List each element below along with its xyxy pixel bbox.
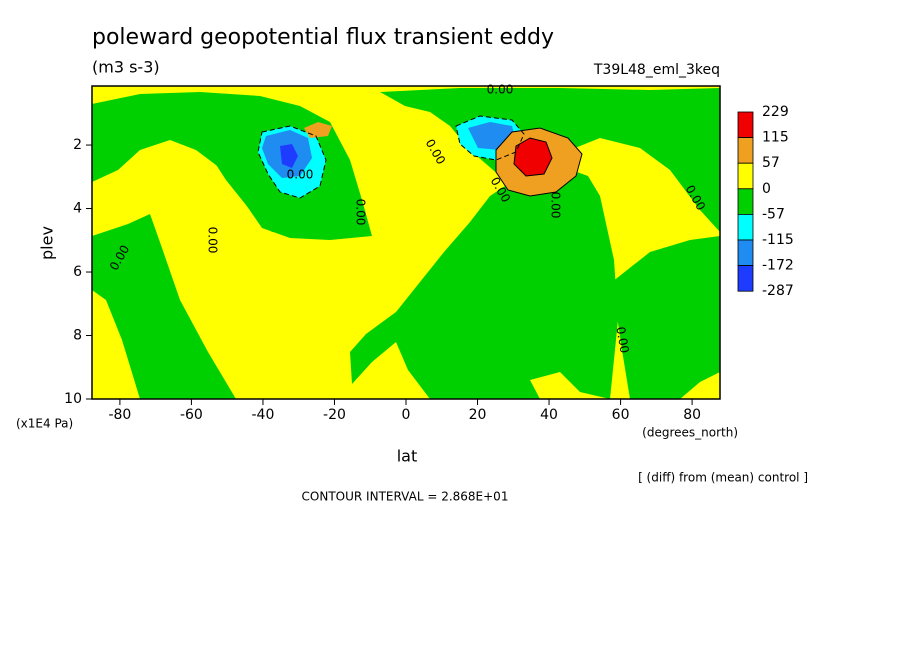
y-axis-label: plev bbox=[38, 226, 57, 260]
x-tick-label: -80 bbox=[108, 407, 131, 423]
chart-title: poleward geopotential flux transient edd… bbox=[92, 25, 554, 50]
contour-label: 0.00 bbox=[354, 199, 368, 226]
colorbar-label: -287 bbox=[762, 283, 794, 299]
footnote: [ (diff) from (mean) control ] bbox=[638, 471, 808, 485]
x-tick-label: -40 bbox=[252, 407, 275, 423]
colorbar-label: -115 bbox=[762, 232, 794, 248]
x-tick-label: 80 bbox=[683, 407, 701, 423]
chart-subtitle: (m3 s-3) bbox=[92, 58, 160, 77]
colorbar-box bbox=[737, 239, 754, 267]
colorbar-box bbox=[737, 265, 754, 292]
contour-fill bbox=[92, 214, 236, 399]
x-unit: (degrees_north) bbox=[642, 426, 738, 440]
contour-line bbox=[257, 125, 327, 199]
y-tick-label: 8 bbox=[73, 328, 82, 344]
x-axis-label: lat bbox=[397, 447, 418, 466]
contour-fill bbox=[612, 236, 720, 399]
colorbar-label: -57 bbox=[762, 206, 785, 222]
colorbar-box bbox=[737, 188, 754, 215]
x-tick-label: 60 bbox=[612, 407, 630, 423]
contour-fill bbox=[350, 88, 720, 399]
contour-fill bbox=[280, 144, 298, 168]
x-tick-label: -60 bbox=[180, 407, 203, 423]
contour-line bbox=[495, 127, 583, 197]
colorbar-box bbox=[737, 111, 754, 139]
colorbar-label: -172 bbox=[762, 258, 794, 274]
colorbar-box bbox=[737, 162, 754, 190]
run-label: T39L48_eml_3keq bbox=[593, 62, 720, 78]
contour-interval: CONTOUR INTERVAL = 2.868E+01 bbox=[302, 490, 509, 504]
y-tick-label: 6 bbox=[73, 264, 82, 280]
contour-label: 0.00 bbox=[487, 83, 514, 97]
y-tick-label: 4 bbox=[73, 201, 82, 217]
x-tick-label: 0 bbox=[402, 407, 411, 423]
y-tick-label: 10 bbox=[64, 391, 82, 407]
y-unit: (x1E4 Pa) bbox=[16, 417, 73, 431]
contour-label: 0.00 bbox=[287, 168, 314, 182]
colorbar-label: 0 bbox=[762, 181, 771, 197]
contour-label: 0.00 bbox=[549, 192, 563, 219]
colorbar-box bbox=[737, 137, 754, 164]
contour-line bbox=[455, 115, 525, 161]
contour-fill bbox=[514, 138, 552, 176]
colorbar-label: 229 bbox=[762, 104, 789, 120]
colorbar-box bbox=[737, 213, 754, 241]
x-tick-label: -20 bbox=[323, 407, 346, 423]
colorbar-label: 57 bbox=[762, 155, 780, 171]
contour-line bbox=[513, 137, 553, 177]
contour-label: 0.00 bbox=[206, 227, 220, 254]
x-tick-label: 20 bbox=[469, 407, 487, 423]
plot-area bbox=[92, 86, 720, 399]
contour-label: 0.00 bbox=[613, 326, 631, 355]
y-tick-label: 2 bbox=[73, 137, 82, 153]
x-tick-label: 40 bbox=[540, 407, 558, 423]
colorbar-label: 115 bbox=[762, 130, 789, 146]
